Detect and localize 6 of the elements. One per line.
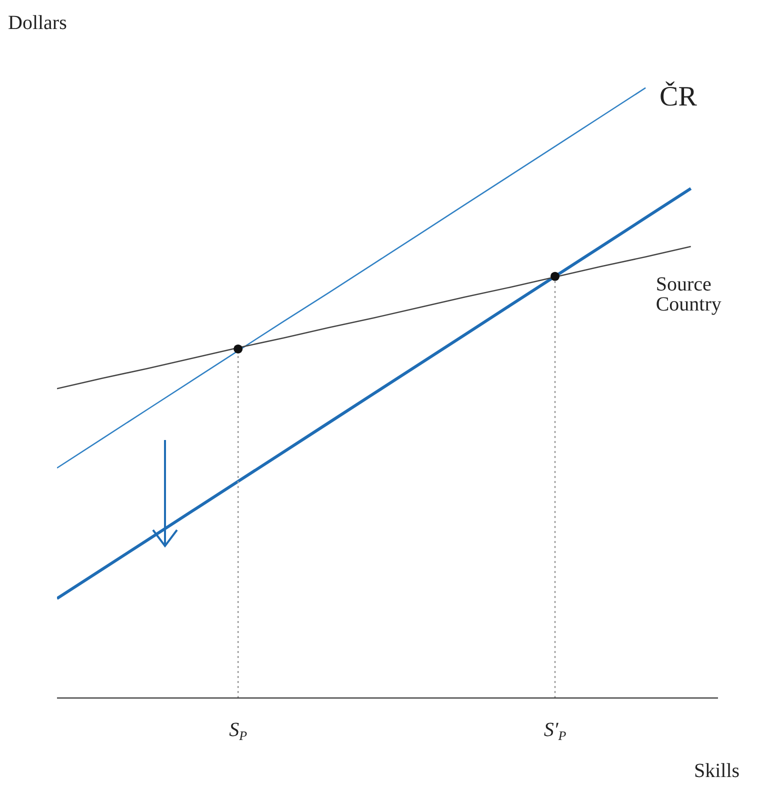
series-label: Source Country: [656, 274, 722, 316]
x-axis-title: Skills: [694, 760, 740, 783]
x-tick-label: S$_{P}$: [229, 719, 248, 743]
x-tick-label: S′$_{P}$: [544, 719, 566, 743]
series-label: ČR: [660, 80, 698, 113]
y-axis-title: Dollars: [8, 12, 67, 35]
